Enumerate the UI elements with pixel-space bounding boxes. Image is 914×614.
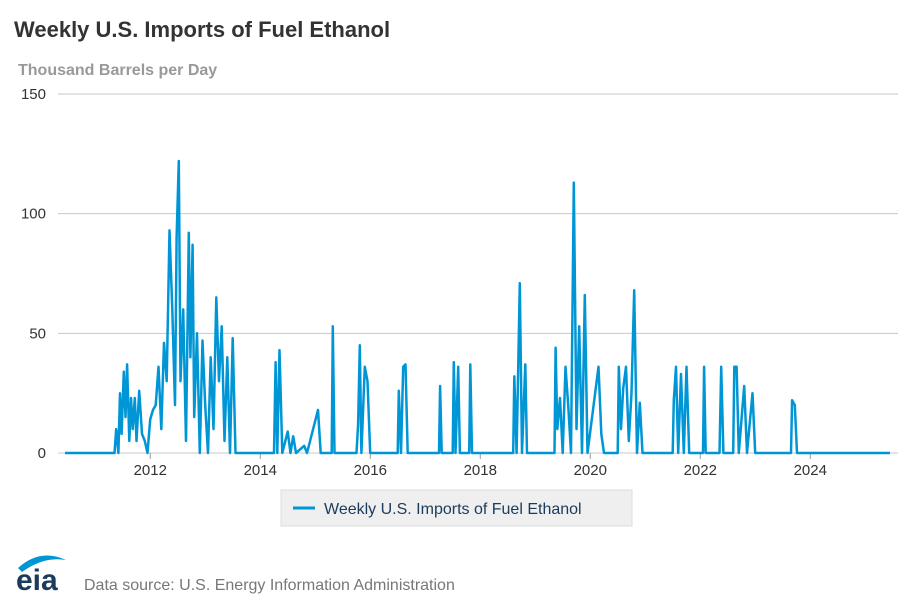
x-tick-label: 2018 xyxy=(464,462,497,479)
eia-logo: eia xyxy=(16,555,66,597)
y-tick-label: 0 xyxy=(38,445,46,462)
x-tick-label: 2020 xyxy=(574,462,607,479)
legend-label: Weekly U.S. Imports of Fuel Ethanol xyxy=(324,501,582,518)
chart-subtitle: Thousand Barrels per Day xyxy=(18,62,217,79)
chart-title: Weekly U.S. Imports of Fuel Ethanol xyxy=(14,17,390,42)
legend-box xyxy=(280,489,633,527)
x-tick-label: 2022 xyxy=(684,462,717,479)
x-tick-label: 2016 xyxy=(354,462,387,479)
x-tick-label: 2012 xyxy=(134,462,167,479)
y-tick-label: 50 xyxy=(29,325,46,342)
source-note: Data source: U.S. Energy Information Adm… xyxy=(84,577,455,594)
logo-swoosh xyxy=(18,555,66,572)
y-tick-label: 150 xyxy=(21,86,46,103)
y-tick-label: 100 xyxy=(21,206,46,223)
data-line xyxy=(65,159,890,455)
x-tick-label: 2024 xyxy=(794,462,827,479)
x-tick-label: 2014 xyxy=(244,462,277,479)
